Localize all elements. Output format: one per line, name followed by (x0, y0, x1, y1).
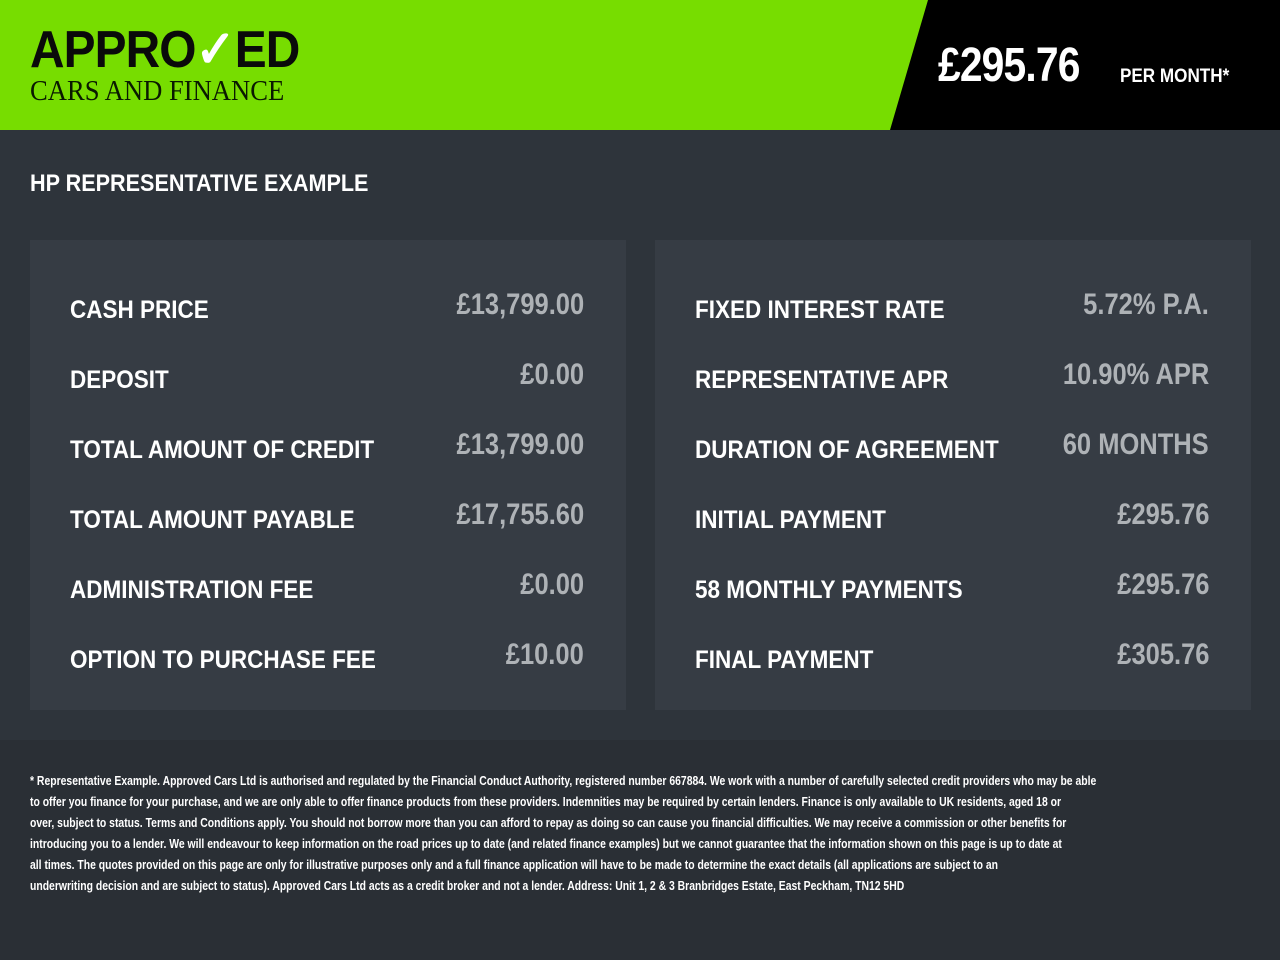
logo: APPRO✓ED CARS AND FINANCE (30, 22, 323, 106)
row-value: £17,755.60 (456, 498, 584, 531)
disclaimer-line: all times. The quotes provided on this p… (30, 857, 998, 872)
row-label: DEPOSIT (70, 366, 169, 394)
row-value: £13,799.00 (456, 428, 584, 461)
right-panel: FIXED INTEREST RATE 5.72% P.A. REPRESENTAT… (655, 240, 1251, 710)
row-value: £0.00 (520, 358, 584, 391)
disclaimer-line: introducing you to a lender. We will end… (30, 836, 1062, 851)
row-label: INITIAL PAYMENT (695, 506, 886, 534)
finance-row: OPTION TO PURCHASE FEE £10.00 (70, 638, 584, 678)
page-title: HP REPRESENTATIVE EXAMPLE (30, 170, 369, 197)
row-label: DURATION OF AGREEMENT (695, 436, 999, 464)
finance-row: INITIAL PAYMENT £295.76 (695, 498, 1209, 538)
finance-row: TOTAL AMOUNT OF CREDIT £13,799.00 (70, 428, 584, 468)
row-value: £305.76 (1116, 638, 1209, 671)
check-icon: ✓ (195, 21, 236, 79)
monthly-price: £295.76 (938, 39, 1080, 92)
price-box (890, 0, 1280, 130)
row-value: 5.72% P.A. (1083, 288, 1209, 321)
row-label: ADMINISTRATION FEE (70, 576, 314, 604)
disclaimer: * Representative Example. Approved Cars … (30, 770, 1096, 896)
row-label: REPRESENTATIVE APR (695, 366, 949, 394)
finance-row: 58 MONTHLY PAYMENTS £295.76 (695, 568, 1209, 608)
finance-row: FIXED INTEREST RATE 5.72% P.A. (695, 288, 1209, 328)
per-month-label: PER MONTH* (1120, 66, 1230, 87)
row-label: FINAL PAYMENT (695, 646, 874, 674)
disclaimer-line: to offer you finance for your purchase, … (30, 794, 1062, 809)
logo-subtitle: CARS AND FINANCE (30, 76, 285, 107)
row-label: TOTAL AMOUNT OF CREDIT (70, 436, 375, 464)
footer: * Representative Example. Approved Cars … (0, 740, 1280, 960)
finance-row: TOTAL AMOUNT PAYABLE £17,755.60 (70, 498, 584, 538)
finance-row: DURATION OF AGREEMENT 60 MONTHS (695, 428, 1209, 468)
disclaimer-line: over, subject to status. Terms and Condi… (30, 815, 1067, 830)
logo-text: APPRO (30, 21, 196, 79)
logo-text-end: ED (234, 21, 301, 79)
disclaimer-line: * Representative Example. Approved Cars … (30, 773, 1097, 788)
row-label: FIXED INTEREST RATE (695, 296, 945, 324)
row-value: 60 MONTHS (1063, 428, 1209, 461)
row-value: £10.00 (505, 638, 584, 671)
left-panel: CASH PRICE £13,799.00 DEPOSIT £0.00 TOTAL AM… (30, 240, 626, 710)
row-value: £295.76 (1116, 498, 1209, 531)
row-value: 10.90% APR (1062, 358, 1209, 391)
finance-row: DEPOSIT £0.00 (70, 358, 584, 398)
finance-row: CASH PRICE £13,799.00 (70, 288, 584, 328)
row-value: £0.00 (520, 568, 584, 601)
row-label: TOTAL AMOUNT PAYABLE (70, 506, 355, 534)
finance-row: FINAL PAYMENT £305.76 (695, 638, 1209, 678)
header: APPRO✓ED CARS AND FINANCE £295.76 PER MO… (0, 0, 1280, 130)
row-label: CASH PRICE (70, 296, 209, 324)
finance-row: ADMINISTRATION FEE £0.00 (70, 568, 584, 608)
row-label: 58 MONTHLY PAYMENTS (695, 576, 963, 604)
row-value: £13,799.00 (456, 288, 584, 321)
disclaimer-line: underwriting decision and are subject to… (30, 878, 905, 893)
finance-row: REPRESENTATIVE APR 10.90% APR (695, 358, 1209, 398)
row-value: £295.76 (1116, 568, 1209, 601)
row-label: OPTION TO PURCHASE FEE (70, 646, 376, 674)
